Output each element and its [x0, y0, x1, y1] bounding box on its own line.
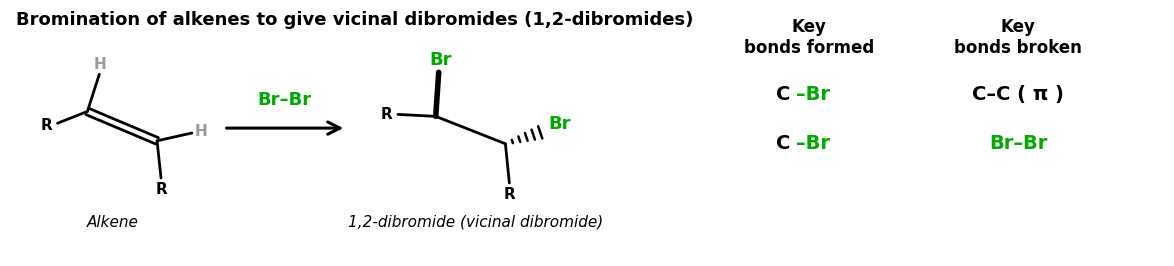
Text: 1,2-dibromide (vicinal dibromide): 1,2-dibromide (vicinal dibromide) — [348, 215, 603, 230]
Text: Br–Br: Br–Br — [989, 134, 1047, 153]
Text: –Br: –Br — [796, 134, 830, 153]
Text: Br: Br — [430, 51, 452, 69]
Text: R: R — [155, 182, 167, 197]
Text: Br–Br: Br–Br — [258, 90, 312, 109]
Text: R: R — [504, 187, 515, 202]
Text: Key
bonds formed: Key bonds formed — [744, 18, 875, 57]
Text: Key
bonds broken: Key bonds broken — [954, 18, 1082, 57]
Text: Br: Br — [548, 115, 571, 133]
Text: Alkene: Alkene — [87, 215, 139, 230]
Text: R: R — [41, 118, 53, 133]
Text: H: H — [94, 57, 107, 72]
Text: H: H — [195, 123, 208, 139]
Text: R: R — [382, 107, 393, 122]
Text: Bromination of alkenes to give vicinal dibromides (1,2-dibromides): Bromination of alkenes to give vicinal d… — [15, 11, 693, 29]
Text: C: C — [776, 134, 790, 153]
Text: C: C — [776, 85, 790, 104]
Text: –Br: –Br — [796, 85, 830, 104]
Text: C–C ( π ): C–C ( π ) — [972, 85, 1064, 104]
